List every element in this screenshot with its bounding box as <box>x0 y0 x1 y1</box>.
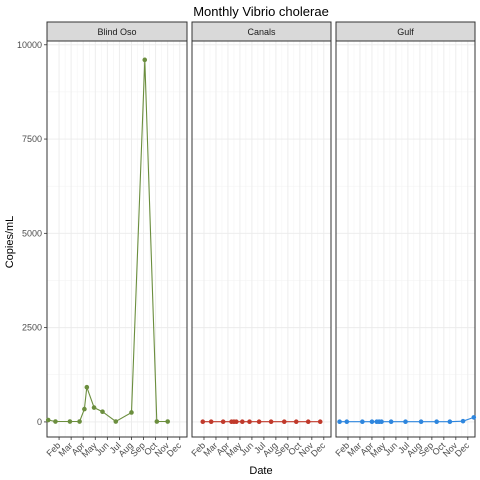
data-point <box>256 419 262 425</box>
data-point <box>418 419 424 425</box>
data-point <box>379 419 384 425</box>
chart-title: Monthly Vibrio cholerae <box>193 4 329 19</box>
facet-strip <box>191 21 332 42</box>
panel-background <box>46 40 188 438</box>
data-point <box>447 419 453 425</box>
data-point <box>220 419 226 425</box>
data-point <box>67 419 73 424</box>
data-point <box>434 419 439 425</box>
data-point <box>200 419 206 425</box>
data-point <box>45 417 51 423</box>
y-tick-label: 5000 <box>22 228 42 238</box>
facet-label: Gulf <box>397 27 414 37</box>
data-point <box>247 419 252 425</box>
data-point <box>142 57 148 63</box>
data-point <box>293 419 299 425</box>
y-axis-title: Copies/mL <box>4 216 16 269</box>
facet-label: Blind Oso <box>97 27 136 37</box>
x-tick-label: Dec <box>453 440 472 459</box>
data-point <box>268 419 274 425</box>
data-point <box>305 419 311 425</box>
data-point <box>154 419 160 424</box>
facet-strip <box>46 21 188 42</box>
data-point <box>337 419 342 425</box>
x-tick-label: Dec <box>309 440 328 459</box>
data-point <box>129 410 134 415</box>
facet-label: Canals <box>247 27 276 37</box>
data-point <box>84 384 90 390</box>
panel-background <box>335 40 476 438</box>
y-tick-label: 0 <box>37 417 42 427</box>
data-point <box>234 419 239 425</box>
panel-background <box>191 40 332 438</box>
data-point <box>208 419 214 425</box>
data-point <box>317 419 323 425</box>
data-point <box>91 405 97 410</box>
data-point <box>360 419 365 425</box>
data-point <box>369 419 375 425</box>
data-point <box>113 419 119 424</box>
y-tick-label: 7500 <box>22 134 42 144</box>
data-point <box>165 419 170 424</box>
data-point <box>460 418 466 424</box>
y-tick-label: 2500 <box>22 323 42 333</box>
data-point <box>77 419 82 424</box>
data-point <box>281 419 287 425</box>
data-point <box>100 409 105 415</box>
data-point <box>471 415 477 420</box>
data-point <box>240 419 245 425</box>
data-point <box>53 419 58 424</box>
data-point <box>82 406 87 412</box>
data-point <box>403 419 408 425</box>
x-axis-title: Date <box>249 465 272 477</box>
data-point <box>344 419 350 425</box>
data-point <box>388 419 394 425</box>
y-tick-label: 10000 <box>17 40 42 50</box>
facet-strip <box>335 21 476 42</box>
x-tick-label: Dec <box>165 440 184 459</box>
facet-panels: 0 2500 5000 7500 10000FebMarAprMayJunJulAugS… <box>17 21 477 459</box>
